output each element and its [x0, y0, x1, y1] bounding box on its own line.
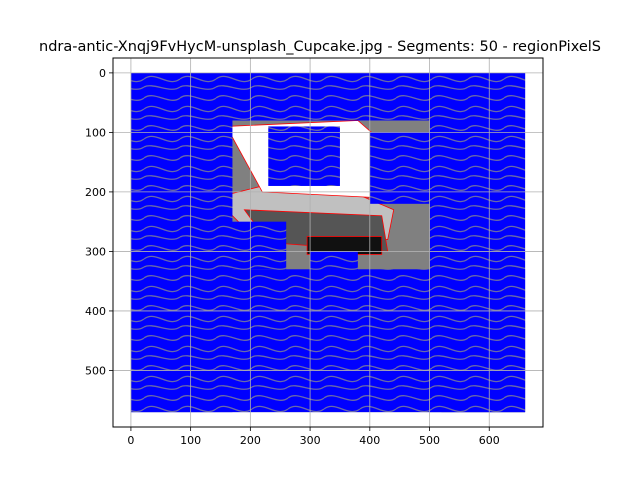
- chart-title: ndra-antic-Xnqj9FvHycM-unsplash_Cupcake.…: [39, 39, 601, 55]
- x-tick-label: 0: [127, 434, 134, 447]
- overlay-strokes: [370, 132, 430, 203]
- y-tick-label: 200: [85, 186, 106, 199]
- overlay-strokes: [310, 251, 358, 287]
- segmented-image: [131, 73, 525, 412]
- x-tick-label: 400: [359, 434, 380, 447]
- overlay-strokes: [268, 126, 340, 186]
- y-tick-label: 300: [85, 245, 106, 258]
- y-tick-label: 0: [99, 67, 106, 80]
- x-tick-label: 200: [240, 434, 261, 447]
- x-tick-label: 600: [479, 434, 500, 447]
- x-tick-label: 100: [180, 434, 201, 447]
- plot-area: [113, 58, 543, 427]
- y-tick-label: 500: [85, 364, 106, 377]
- overlay-strokes: [131, 73, 525, 121]
- x-tick-label: 300: [300, 434, 321, 447]
- overlay-strokes: [131, 269, 525, 412]
- x-tick-label: 500: [419, 434, 440, 447]
- y-axis: 0 100 200 300 400 500: [85, 67, 113, 378]
- x-axis: 0 100 200 300 400 500 600: [127, 427, 499, 447]
- y-tick-label: 400: [85, 305, 106, 318]
- y-tick-label: 100: [85, 126, 106, 139]
